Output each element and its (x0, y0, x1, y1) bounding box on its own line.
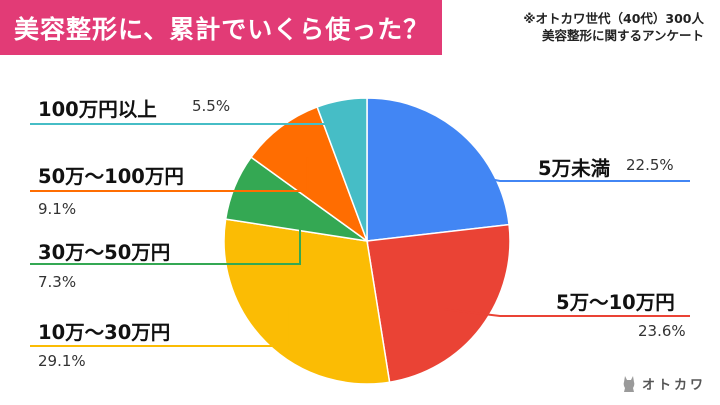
cat-icon (623, 375, 635, 392)
leader-line-4 (30, 157, 309, 192)
title-banner: 美容整形に、累計でいくら使った？ (0, 0, 442, 55)
leader-line-0 (440, 168, 690, 182)
leader-line-3 (30, 198, 301, 265)
slice-label-1: 5万〜10万円 (556, 291, 675, 314)
slice-value-5: 5.5% (192, 97, 231, 115)
survey-note: ※オトカワ世代（40代）300人 美容整形に関するアンケート (444, 10, 704, 44)
slice-value-1: 23.6% (638, 322, 686, 340)
leader-line-5 (30, 123, 352, 140)
pie-slice-1 (366, 223, 511, 384)
pie-slice-5 (316, 97, 368, 242)
brand-logo: オトカワ (622, 374, 706, 393)
pie-slice-0 (366, 97, 510, 242)
leader-line-2 (30, 306, 289, 347)
slice-value-3: 7.3% (38, 273, 77, 291)
slice-value-0: 22.5% (626, 156, 674, 174)
brand-name: オトカワ (641, 378, 706, 393)
pie-slice-2 (223, 218, 391, 385)
slice-value-4: 9.1% (38, 200, 77, 218)
survey-note-line2: 美容整形に関するアンケート (541, 28, 704, 43)
slice-label-2: 10万〜30万円 (38, 321, 171, 344)
slice-label-4: 50万〜100万円 (38, 165, 184, 188)
leader-line-1 (443, 308, 690, 317)
slice-label-3: 30万〜50万円 (38, 241, 171, 264)
slice-value-2: 29.1% (38, 352, 86, 370)
slice-label-0: 5万未満 (538, 157, 611, 180)
slice-label-5: 100万円以上 (38, 98, 157, 121)
survey-note-line1: ※オトカワ世代（40代）300人 (523, 11, 704, 26)
pie-slice-4 (250, 105, 369, 244)
chart-title: 美容整形に、累計でいくら使った？ (14, 15, 430, 44)
